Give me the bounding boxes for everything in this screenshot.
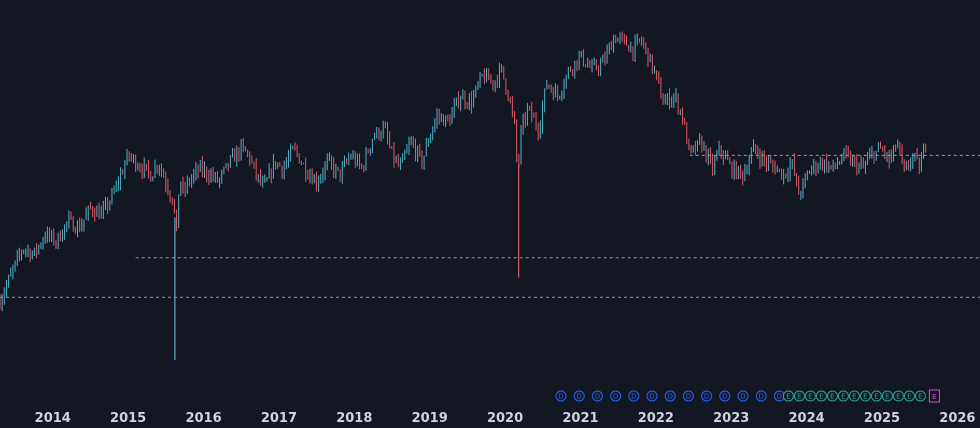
dividend-badge-label-4: D [631,393,636,401]
dividend-badge-5 [646,390,658,402]
dividend-badge-3 [610,390,622,402]
earnings-badge-label-1: E [797,393,801,401]
dividend-badge-label-5: D [649,393,654,401]
dividend-badge-label-0: D [558,393,563,401]
dividend-badge-9 [719,390,731,402]
dividend-badge-label-9: D [722,393,727,401]
earnings-badge-label-11: E [907,393,911,401]
dividend-badge-0 [555,390,567,402]
earnings-badge-label-4: E [830,393,834,401]
dividend-badge-10 [737,390,749,402]
x-tick-label-2014: 2014 [35,411,71,426]
earnings-badge-3 [815,390,827,402]
x-tick-label-2018: 2018 [336,411,372,426]
earnings-badge-1 [793,390,805,402]
x-tick-label-2016: 2016 [185,411,221,426]
earnings-badge-6 [848,390,860,402]
earnings-badge-7 [859,390,871,402]
dividend-badge-2 [591,390,603,402]
x-tick-label-2025: 2025 [864,411,900,426]
dividend-badge-6 [664,390,676,402]
horizontal-levels [0,154,980,298]
x-tick-label-2023: 2023 [713,411,749,426]
earnings-badge-label-2: E [808,393,812,401]
dividend-badge-label-8: D [704,393,709,401]
earnings-badge-label-10: E [896,393,900,401]
earnings-badge-label-7: E [863,393,867,401]
dividend-badge-label-12: D [777,393,782,401]
dividend-badge-label-10: D [740,393,745,401]
x-tick-label-2022: 2022 [638,411,674,426]
earnings-badge-9 [881,390,893,402]
dividend-badge-8 [701,390,713,402]
dividend-badge-label-6: D [668,393,673,401]
dividend-badge-label-2: D [595,393,600,401]
dividend-badge-1 [573,390,585,402]
x-tick-label-2017: 2017 [261,411,297,426]
earnings-badge-8 [870,390,882,402]
earnings-badge-label-0: E [786,393,790,401]
dividend-badge-label-3: D [613,393,618,401]
earnings-badge-label-5: E [841,393,845,401]
earnings-badge-4 [826,390,838,402]
earnings-badge-0 [782,390,794,402]
earnings-badge-label-12: E [918,393,922,401]
dividend-badge-11 [755,390,767,402]
earnings-badge-label-8: E [874,393,878,401]
time-axis: 2014 2015 2016 2017 2018 2019 2020 2021 2022 2023… [35,411,976,426]
dividend-badge-4 [628,390,640,402]
x-tick-label-2020: 2020 [487,411,523,426]
earnings-badge-label-9: E [885,393,889,401]
x-tick-label-2021: 2021 [562,411,598,426]
earnings-badge-5 [837,390,849,402]
upcoming-earnings-badge-label: E [932,393,936,401]
earnings-badge-2 [804,390,816,402]
dividend-badge-label-1: D [577,393,582,401]
dividend-badge-label-11: D [759,393,764,401]
dividend-badge-label-7: D [686,393,691,401]
earnings-badge-label-3: E [819,393,823,401]
upcoming-earnings-badge [928,389,940,403]
earnings-badge-11 [903,390,915,402]
earnings-badge-10 [892,390,904,402]
x-tick-label-2026: 2026 [939,411,975,426]
price-series [0,31,927,360]
earnings-badge-label-6: E [852,393,856,401]
x-tick-label-2015: 2015 [110,411,146,426]
dividend-badge-7 [682,390,694,402]
x-tick-label-2019: 2019 [412,411,448,426]
x-tick-label-2024: 2024 [789,411,825,426]
earnings-badge-12 [914,390,926,402]
